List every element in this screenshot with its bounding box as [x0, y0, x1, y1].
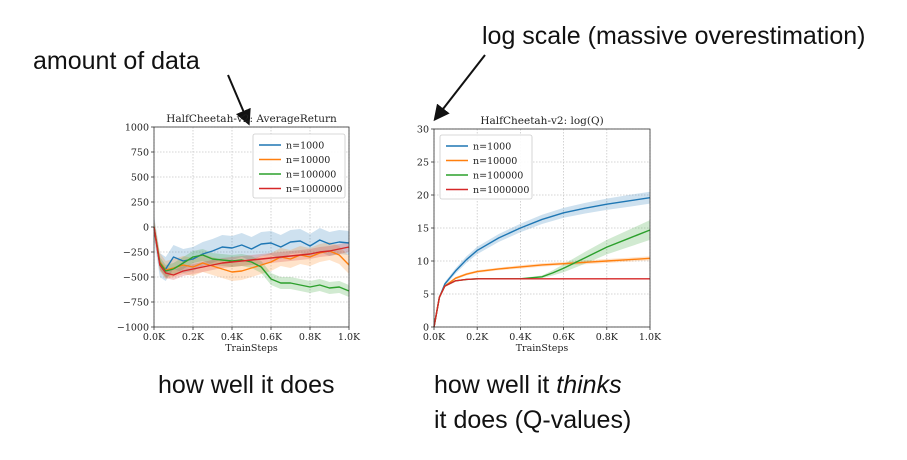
x-tick-label: 0.2K: [466, 332, 489, 343]
legend-label: n=100000: [286, 170, 336, 181]
series-line-3: [153, 226, 350, 276]
series-band-2: [434, 220, 650, 327]
y-tick-label: 500: [131, 173, 149, 184]
caption-right: how well it thinks it does (Q-values): [434, 368, 631, 438]
caption-right-line2: it does (Q-values): [434, 406, 632, 434]
legend-label: n=10000: [286, 155, 330, 166]
y-tick-label: 25: [417, 158, 429, 169]
x-axis-label: TrainSteps: [516, 343, 569, 354]
caption-left: how well it does: [158, 371, 335, 399]
legend-label: n=1000: [286, 141, 324, 152]
legend-label: n=1000000: [473, 185, 529, 196]
legend-box: [252, 133, 346, 199]
y-tick-label: −1000: [117, 323, 149, 334]
legend-label: n=10000: [473, 156, 517, 167]
x-axis-label: TrainSteps: [225, 343, 278, 354]
y-tick-label: 20: [417, 191, 429, 202]
y-tick-label: −500: [123, 273, 149, 284]
y-tick-label: 0: [423, 323, 429, 334]
chart-average-return: 0.0K 0.2K 0.4K 0.6K 0.8K 1.0K −1000 −750 −500 −25…: [117, 113, 361, 354]
x-tick-label: 0.2K: [182, 332, 205, 343]
y-tick-label: 10: [417, 257, 429, 268]
arrow-left: [227, 74, 251, 126]
series-band-1: [154, 218, 349, 281]
y-tick-label: 15: [417, 224, 429, 235]
y-tick-label: 0: [143, 223, 149, 234]
x-tick-label: 0.8K: [299, 332, 322, 343]
series-band-3: [154, 222, 349, 280]
caption-right-emphasis: thinks: [556, 371, 622, 399]
series-line-0: [433, 196, 651, 328]
x-tick-label: 0.6K: [552, 332, 575, 343]
legend-label: n=1000000: [286, 184, 342, 195]
y-tick-label: 250: [131, 198, 149, 209]
x-tick-label: 1.0K: [639, 332, 662, 343]
series-line-0: [153, 226, 350, 270]
legend-box: [439, 134, 533, 200]
annotation-log-scale: log scale (massive overestimation): [482, 22, 866, 50]
x-tick-label: 0.6K: [260, 332, 283, 343]
chart-log-q: 0.0K 0.2K 0.4K 0.6K 0.8K 1.0K 0 5 10 15 20 25 30 Half…: [417, 115, 662, 354]
legend-label: n=1000: [473, 142, 511, 153]
series-band-2: [154, 221, 349, 297]
y-tick-label: 750: [131, 148, 149, 159]
x-tick-label: 0.4K: [509, 332, 532, 343]
x-tick-label: 0.0K: [143, 332, 166, 343]
annotation-amount-of-data: amount of data: [33, 47, 200, 75]
caption-right-pre: how well it: [434, 371, 557, 399]
legend-label: n=100000: [473, 171, 523, 182]
x-tick-label: 0.0K: [423, 332, 446, 343]
y-tick-label: 30: [417, 125, 429, 136]
chart-title: HalfCheetah-v2: log(Q): [480, 115, 603, 127]
x-tick-label: 0.8K: [596, 332, 619, 343]
series-band-0: [154, 215, 349, 281]
series-line-3: [433, 278, 650, 328]
y-tick-label: 5: [423, 290, 429, 301]
chart-title: HalfCheetah-v2: AverageReturn: [166, 113, 337, 125]
x-tick-label: 0.4K: [221, 332, 244, 343]
arrow-right: [433, 54, 486, 122]
y-tick-label: 1000: [125, 123, 149, 134]
x-tick-label: 1.0K: [338, 332, 361, 343]
y-tick-label: −250: [123, 248, 149, 259]
y-tick-label: −750: [123, 298, 149, 309]
